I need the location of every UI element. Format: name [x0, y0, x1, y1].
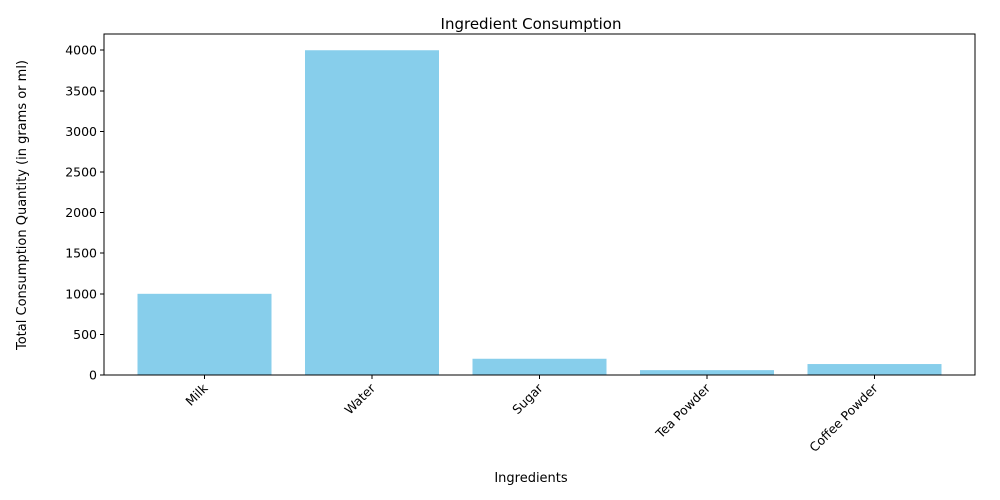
x-tick-label-milk: Milk: [182, 380, 211, 409]
x-tick-label-water: Water: [341, 380, 378, 417]
y-tick-label-3000: 3000: [65, 124, 97, 139]
bar-coffee-powder: [807, 364, 942, 375]
bar-milk: [137, 293, 272, 375]
x-tick-label-coffee-powder: Coffee Powder: [806, 380, 881, 455]
x-tick-label-sugar: Sugar: [509, 380, 546, 417]
y-axis-ticks: 0 500 1000 1500 2000 2500 3000 3500 4000: [65, 43, 104, 383]
plot-frame: [103, 33, 976, 376]
y-tick-label-2500: 2500: [65, 165, 97, 180]
y-tick-label-1000: 1000: [65, 286, 97, 301]
x-axis-label: Ingredients: [494, 471, 568, 486]
y-tick-label-3500: 3500: [65, 83, 97, 98]
y-tick-label-2000: 2000: [65, 205, 97, 220]
y-tick-label-1500: 1500: [65, 246, 97, 261]
x-tick-label-tea-powder: Tea Powder: [652, 380, 714, 442]
y-tick-label-500: 500: [73, 327, 97, 342]
bar-sugar: [472, 358, 607, 375]
bar-tea-powder: [640, 370, 774, 375]
x-axis-ticks: Milk Water Sugar Tea Powder Coffee Powder: [182, 375, 881, 455]
y-tick-label-4000: 4000: [65, 43, 97, 58]
chart-title: Ingredient Consumption: [441, 15, 622, 33]
y-axis-label: Total Consumption Quantity (in grams or …: [15, 60, 30, 351]
y-tick-label-0: 0: [89, 368, 97, 383]
bars-group: [137, 50, 942, 375]
bar-water: [305, 50, 439, 375]
